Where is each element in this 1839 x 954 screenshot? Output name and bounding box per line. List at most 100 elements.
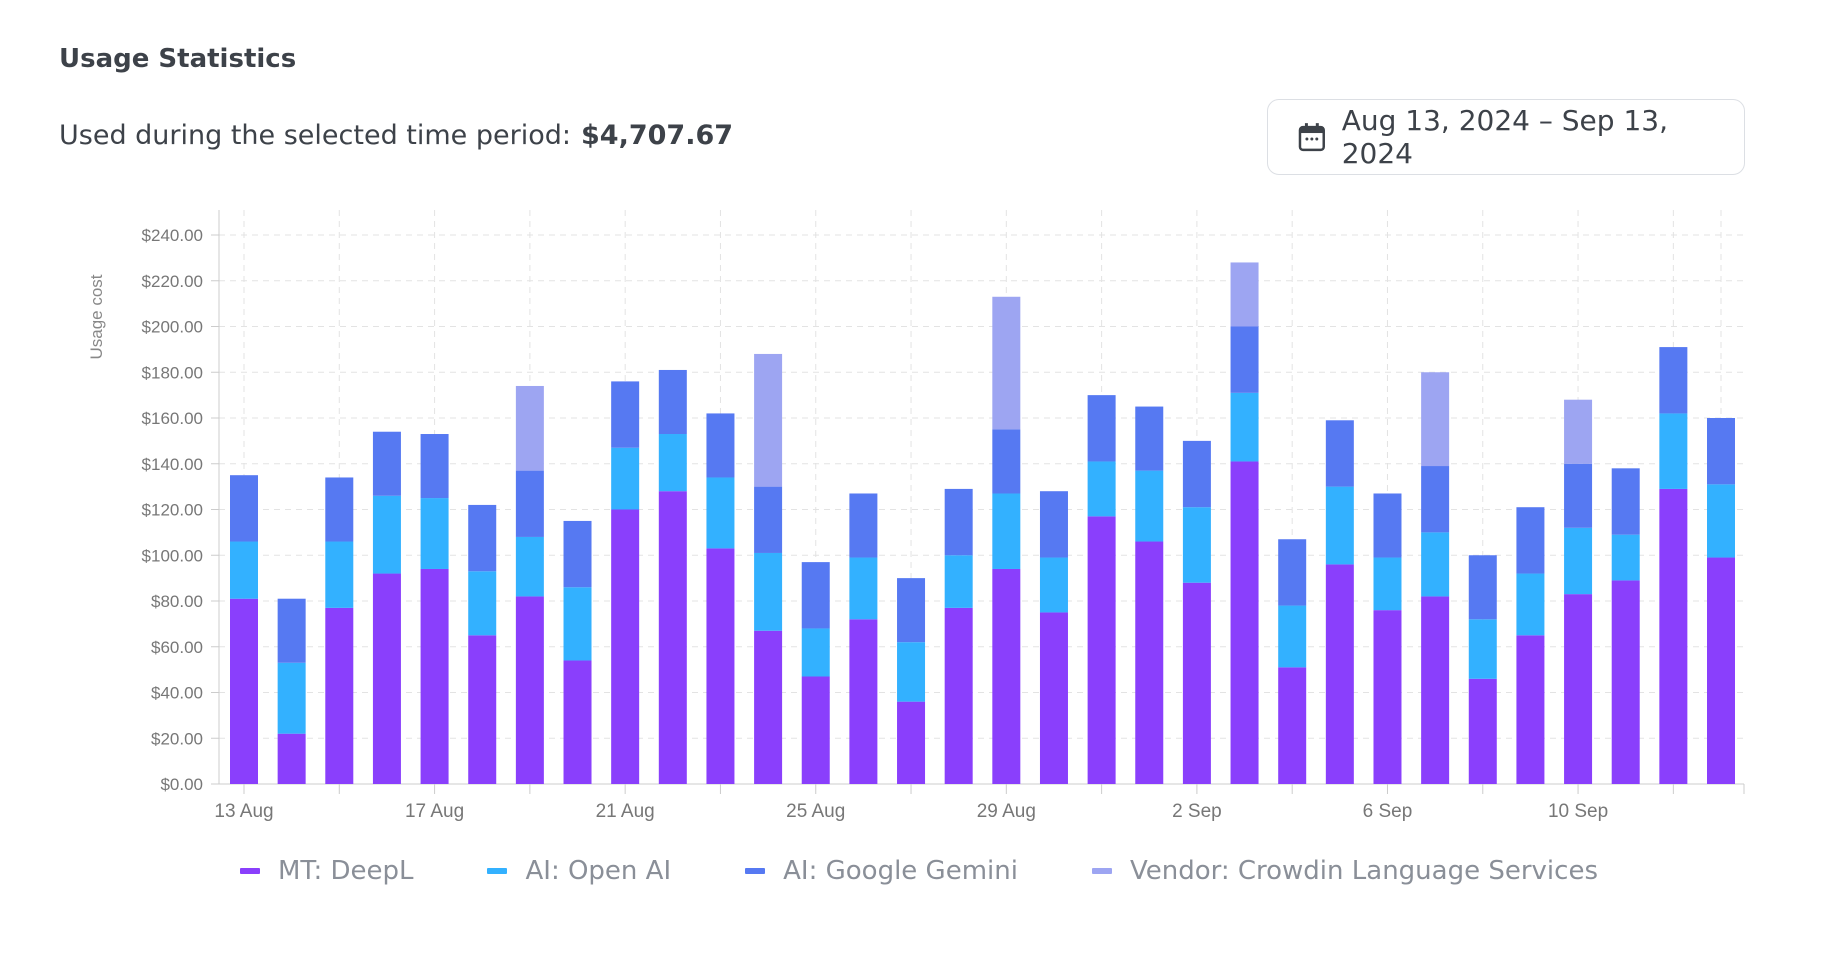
bar-segment-ai-open-ai xyxy=(754,552,783,631)
legend-item-openai[interactable]: AI: Open AI xyxy=(487,856,671,886)
bar-segment-ai-google-gemini xyxy=(1373,493,1402,558)
bar-segment-ai-google-gemini xyxy=(1516,507,1545,574)
bar-segment-vendor-crowdin-language-services xyxy=(1421,372,1450,467)
bar-segment-mt-deepl xyxy=(1373,610,1402,784)
bar-segment-ai-open-ai xyxy=(372,495,401,574)
bar-segment-mt-deepl xyxy=(611,509,640,784)
y-tick-label: $120.00 xyxy=(142,501,203,520)
bar-segment-ai-open-ai xyxy=(1278,605,1307,668)
bar-segment-mt-deepl xyxy=(1182,582,1211,784)
bar-segment-ai-open-ai xyxy=(1325,486,1354,565)
bar-segment-ai-google-gemini xyxy=(611,381,640,448)
bar-segment-mt-deepl xyxy=(897,701,926,784)
bar-segment-ai-open-ai xyxy=(1707,484,1735,558)
bar-segment-ai-open-ai xyxy=(1659,413,1688,489)
legend-swatch xyxy=(745,868,766,874)
bar-segment-mt-deepl xyxy=(325,607,354,784)
bar-segment-ai-google-gemini xyxy=(1087,395,1116,462)
bar-segment-vendor-crowdin-language-services xyxy=(754,353,783,487)
bar-segment-ai-google-gemini xyxy=(563,520,592,588)
x-tick-label: 17 Aug xyxy=(405,801,464,822)
bar-segment-mt-deepl xyxy=(658,491,687,784)
y-tick-label: $140.00 xyxy=(142,455,203,474)
bar-segment-ai-open-ai xyxy=(611,447,640,510)
bar-segment-ai-open-ai xyxy=(468,571,497,636)
y-tick-label: $60.00 xyxy=(151,638,203,657)
bar-segment-ai-google-gemini xyxy=(658,369,687,435)
bar-segment-ai-google-gemini xyxy=(1659,347,1688,414)
period-label: Used during the selected time period: xyxy=(59,120,571,151)
bar-segment-ai-google-gemini xyxy=(1230,326,1259,393)
bar-segment-ai-open-ai xyxy=(563,587,592,661)
date-range-picker[interactable]: Aug 13, 2024 – Sep 13, 2024 xyxy=(1267,99,1745,175)
bar-segment-ai-google-gemini xyxy=(515,470,544,537)
bar-segment-mt-deepl xyxy=(1039,612,1068,784)
y-tick-label: $160.00 xyxy=(142,409,203,428)
bar-segment-ai-google-gemini xyxy=(706,413,735,478)
bar-segment-vendor-crowdin-language-services xyxy=(515,385,544,471)
bar-segment-mt-deepl xyxy=(420,568,449,784)
bar-segment-ai-open-ai xyxy=(706,477,735,549)
bar-segment-ai-open-ai xyxy=(1087,461,1116,517)
x-tick-label: 10 Sep xyxy=(1548,801,1608,822)
bar-segment-ai-open-ai xyxy=(420,498,449,569)
bar-segment-vendor-crowdin-language-services xyxy=(1564,399,1593,464)
legend-swatch xyxy=(240,868,260,874)
y-tick-label: $20.00 xyxy=(151,729,203,748)
bar-segment-mt-deepl xyxy=(1611,580,1640,784)
bar-segment-mt-deepl xyxy=(1707,557,1735,784)
bar-segment-mt-deepl xyxy=(1468,678,1497,784)
bar-segment-ai-google-gemini xyxy=(1039,491,1068,558)
bar-segment-mt-deepl xyxy=(992,568,1021,784)
bar-segment-ai-open-ai xyxy=(1564,527,1593,595)
y-tick-label: $0.00 xyxy=(160,775,203,794)
bar-segment-mt-deepl xyxy=(1325,564,1354,784)
bar-segment-ai-open-ai xyxy=(277,662,306,734)
bar-segment-mt-deepl xyxy=(944,607,973,784)
legend-item-deepl[interactable]: MT: DeepL xyxy=(240,856,413,886)
bar-segment-ai-google-gemini xyxy=(897,578,926,643)
page-title: Usage Statistics xyxy=(59,44,297,74)
bar-segment-ai-open-ai xyxy=(325,541,354,608)
bar-segment-mt-deepl xyxy=(1230,461,1259,784)
bar-segment-ai-open-ai xyxy=(658,434,687,492)
period-total: $4,707.67 xyxy=(581,120,734,151)
y-tick-label: $220.00 xyxy=(142,272,203,291)
bar-segment-mt-deepl xyxy=(849,619,878,784)
bar-segment-ai-google-gemini xyxy=(1564,463,1593,528)
bar-segment-ai-google-gemini xyxy=(325,477,354,542)
bar-segment-ai-google-gemini xyxy=(1278,539,1307,606)
bar-segment-ai-google-gemini xyxy=(1135,406,1164,471)
bar-segment-ai-open-ai xyxy=(515,536,544,597)
legend-swatch xyxy=(1091,868,1112,874)
bar-segment-ai-google-gemini xyxy=(801,562,830,629)
bar-segment-ai-google-gemini xyxy=(1468,555,1497,620)
calendar-icon xyxy=(1298,123,1325,152)
bar-segment-ai-google-gemini xyxy=(277,598,306,663)
bar-segment-ai-open-ai xyxy=(1468,619,1497,679)
bar-segment-ai-google-gemini xyxy=(230,475,258,542)
bar-segment-ai-open-ai xyxy=(944,555,973,608)
bar-segment-mt-deepl xyxy=(1087,516,1116,784)
bar-segment-mt-deepl xyxy=(1278,667,1307,784)
bar-segment-mt-deepl xyxy=(1516,635,1545,784)
bar-segment-vendor-crowdin-language-services xyxy=(1230,262,1259,327)
bar-segment-mt-deepl xyxy=(1135,541,1164,784)
bar-segment-mt-deepl xyxy=(1659,488,1688,784)
date-range-text: Aug 13, 2024 – Sep 13, 2024 xyxy=(1341,104,1668,170)
legend-item-vendor[interactable]: Vendor: Crowdin Language Services xyxy=(1091,856,1598,886)
bar-segment-ai-open-ai xyxy=(1230,392,1259,462)
bar-segment-ai-open-ai xyxy=(1039,557,1068,613)
bar-segment-ai-google-gemini xyxy=(468,504,497,572)
legend-item-gemini[interactable]: AI: Google Gemini xyxy=(745,856,1018,886)
y-tick-label: $200.00 xyxy=(142,318,203,337)
y-tick-label: $40.00 xyxy=(151,684,203,703)
bar-segment-mt-deepl xyxy=(754,630,783,784)
y-tick-label: $240.00 xyxy=(142,226,203,245)
legend-label: MT: DeepL xyxy=(278,856,414,886)
bar-segment-ai-open-ai xyxy=(1516,573,1545,636)
chart-legend: MT: DeepL AI: Open AI AI: Google Gemini … xyxy=(240,856,1672,886)
bar-segment-ai-open-ai xyxy=(1373,557,1402,611)
bar-segment-ai-open-ai xyxy=(1135,470,1164,542)
bar-segment-mt-deepl xyxy=(372,573,401,784)
